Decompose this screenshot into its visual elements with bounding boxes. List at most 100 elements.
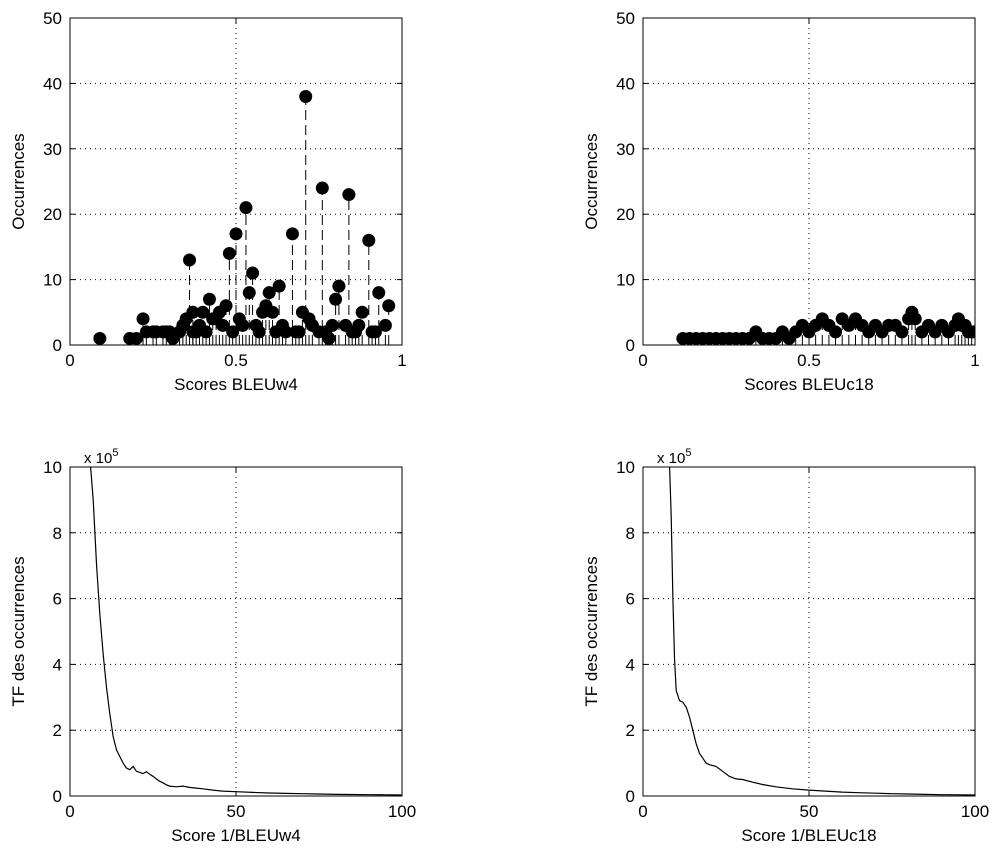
y-tick-label: 4	[626, 655, 635, 674]
data-point	[262, 286, 276, 300]
data-point	[226, 325, 240, 339]
y-tick-label: 2	[53, 721, 62, 740]
y-tick-label: 10	[616, 458, 635, 477]
data-point	[242, 286, 256, 300]
grid	[70, 18, 402, 345]
grid	[643, 18, 975, 345]
data-point	[968, 325, 975, 339]
y-tick-label: 0	[53, 787, 62, 806]
data-point	[236, 318, 250, 332]
subplot-4: 0 50 100 0 2 4 6 8 10 Score 1/BLEUc18 TF des occur…	[582, 447, 989, 845]
data-point	[362, 233, 376, 247]
data-point	[186, 305, 200, 319]
y-tick-label: 0	[626, 787, 635, 806]
y-tick-label: 40	[616, 74, 635, 93]
y-tick-label: 10	[43, 458, 62, 477]
y-tick-label: 0	[626, 336, 635, 355]
data-point	[325, 318, 339, 332]
y-axis-label: TF des occurrences	[9, 556, 28, 706]
data-point	[196, 305, 210, 319]
data-point	[352, 318, 366, 332]
x-tick-label: 100	[388, 802, 416, 821]
data-point	[266, 305, 280, 319]
x-tick-label: 0	[638, 802, 647, 821]
data-point	[219, 299, 233, 313]
data-point	[229, 227, 243, 241]
data-point	[315, 181, 329, 195]
data-point	[355, 305, 369, 319]
series	[93, 89, 396, 345]
data-point	[216, 318, 230, 332]
y-exponent-label: x 105	[657, 447, 691, 467]
data-point	[332, 279, 346, 293]
data-point	[285, 227, 299, 241]
series	[676, 305, 975, 345]
y-tick-label: 20	[616, 205, 635, 224]
y-tick-label: 4	[53, 655, 62, 674]
y-tick-label: 50	[43, 9, 62, 28]
series	[669, 467, 975, 796]
data-point	[199, 325, 213, 339]
data-point	[329, 292, 343, 306]
y-tick-label: 30	[43, 140, 62, 159]
axes-box	[69, 466, 403, 797]
data-point	[222, 246, 236, 260]
series-line	[90, 467, 402, 796]
grid	[643, 467, 975, 796]
data-point	[239, 201, 253, 215]
x-tick-label: 0	[65, 351, 74, 370]
y-axis-label: TF des occurrences	[582, 556, 601, 706]
x-tick-label: 1	[970, 351, 979, 370]
axes-box	[642, 466, 976, 797]
x-tick-label: 0.5	[797, 351, 821, 370]
y-tick-label: 50	[616, 9, 635, 28]
x-tick-label: 1	[397, 351, 406, 370]
x-tick-label: 0	[638, 351, 647, 370]
data-point	[292, 325, 306, 339]
y-tick-label: 10	[43, 271, 62, 290]
series-line	[669, 467, 975, 796]
x-axis-label: Score 1/BLEUc18	[741, 826, 876, 845]
data-point	[908, 312, 922, 326]
data-point	[136, 312, 150, 326]
data-point	[129, 331, 143, 345]
data-point	[382, 299, 396, 313]
x-tick-label: 0.5	[224, 351, 248, 370]
data-point	[202, 292, 216, 306]
data-point	[252, 325, 266, 339]
y-axis-label: Occurrences	[582, 133, 601, 229]
x-tick-label: 50	[800, 802, 819, 821]
subplot-3: 0 50 100 0 2 4 6 8 10 Score 1/BLEUw4 TF des occurr…	[9, 447, 416, 845]
y-axis-label: Occurrences	[9, 133, 28, 229]
data-point	[183, 253, 197, 267]
y-tick-label: 8	[626, 524, 635, 543]
y-tick-label: 10	[616, 271, 635, 290]
y-tick-label: 8	[53, 524, 62, 543]
data-point	[272, 279, 286, 293]
x-tick-label: 100	[961, 802, 989, 821]
y-tick-label: 0	[53, 336, 62, 355]
y-tick-label: 6	[53, 590, 62, 609]
y-tick-label: 20	[43, 205, 62, 224]
data-point	[299, 89, 313, 103]
data-point	[279, 325, 293, 339]
data-point	[342, 188, 356, 202]
data-point	[246, 266, 260, 280]
data-point	[372, 286, 386, 300]
grid	[70, 467, 402, 796]
data-point	[93, 331, 107, 345]
series	[90, 467, 402, 796]
x-axis-label: Scores BLEUc18	[744, 375, 873, 394]
x-axis-label: Score 1/BLEUw4	[171, 826, 300, 845]
axes-box	[642, 17, 976, 346]
x-tick-label: 50	[227, 802, 246, 821]
y-tick-label: 6	[626, 590, 635, 609]
y-exponent-label: x 105	[84, 447, 118, 467]
x-axis-label: Scores BLEUw4	[174, 375, 298, 394]
y-tick-label: 30	[616, 140, 635, 159]
data-point	[895, 325, 909, 339]
data-point	[322, 331, 336, 345]
data-point	[378, 318, 392, 332]
